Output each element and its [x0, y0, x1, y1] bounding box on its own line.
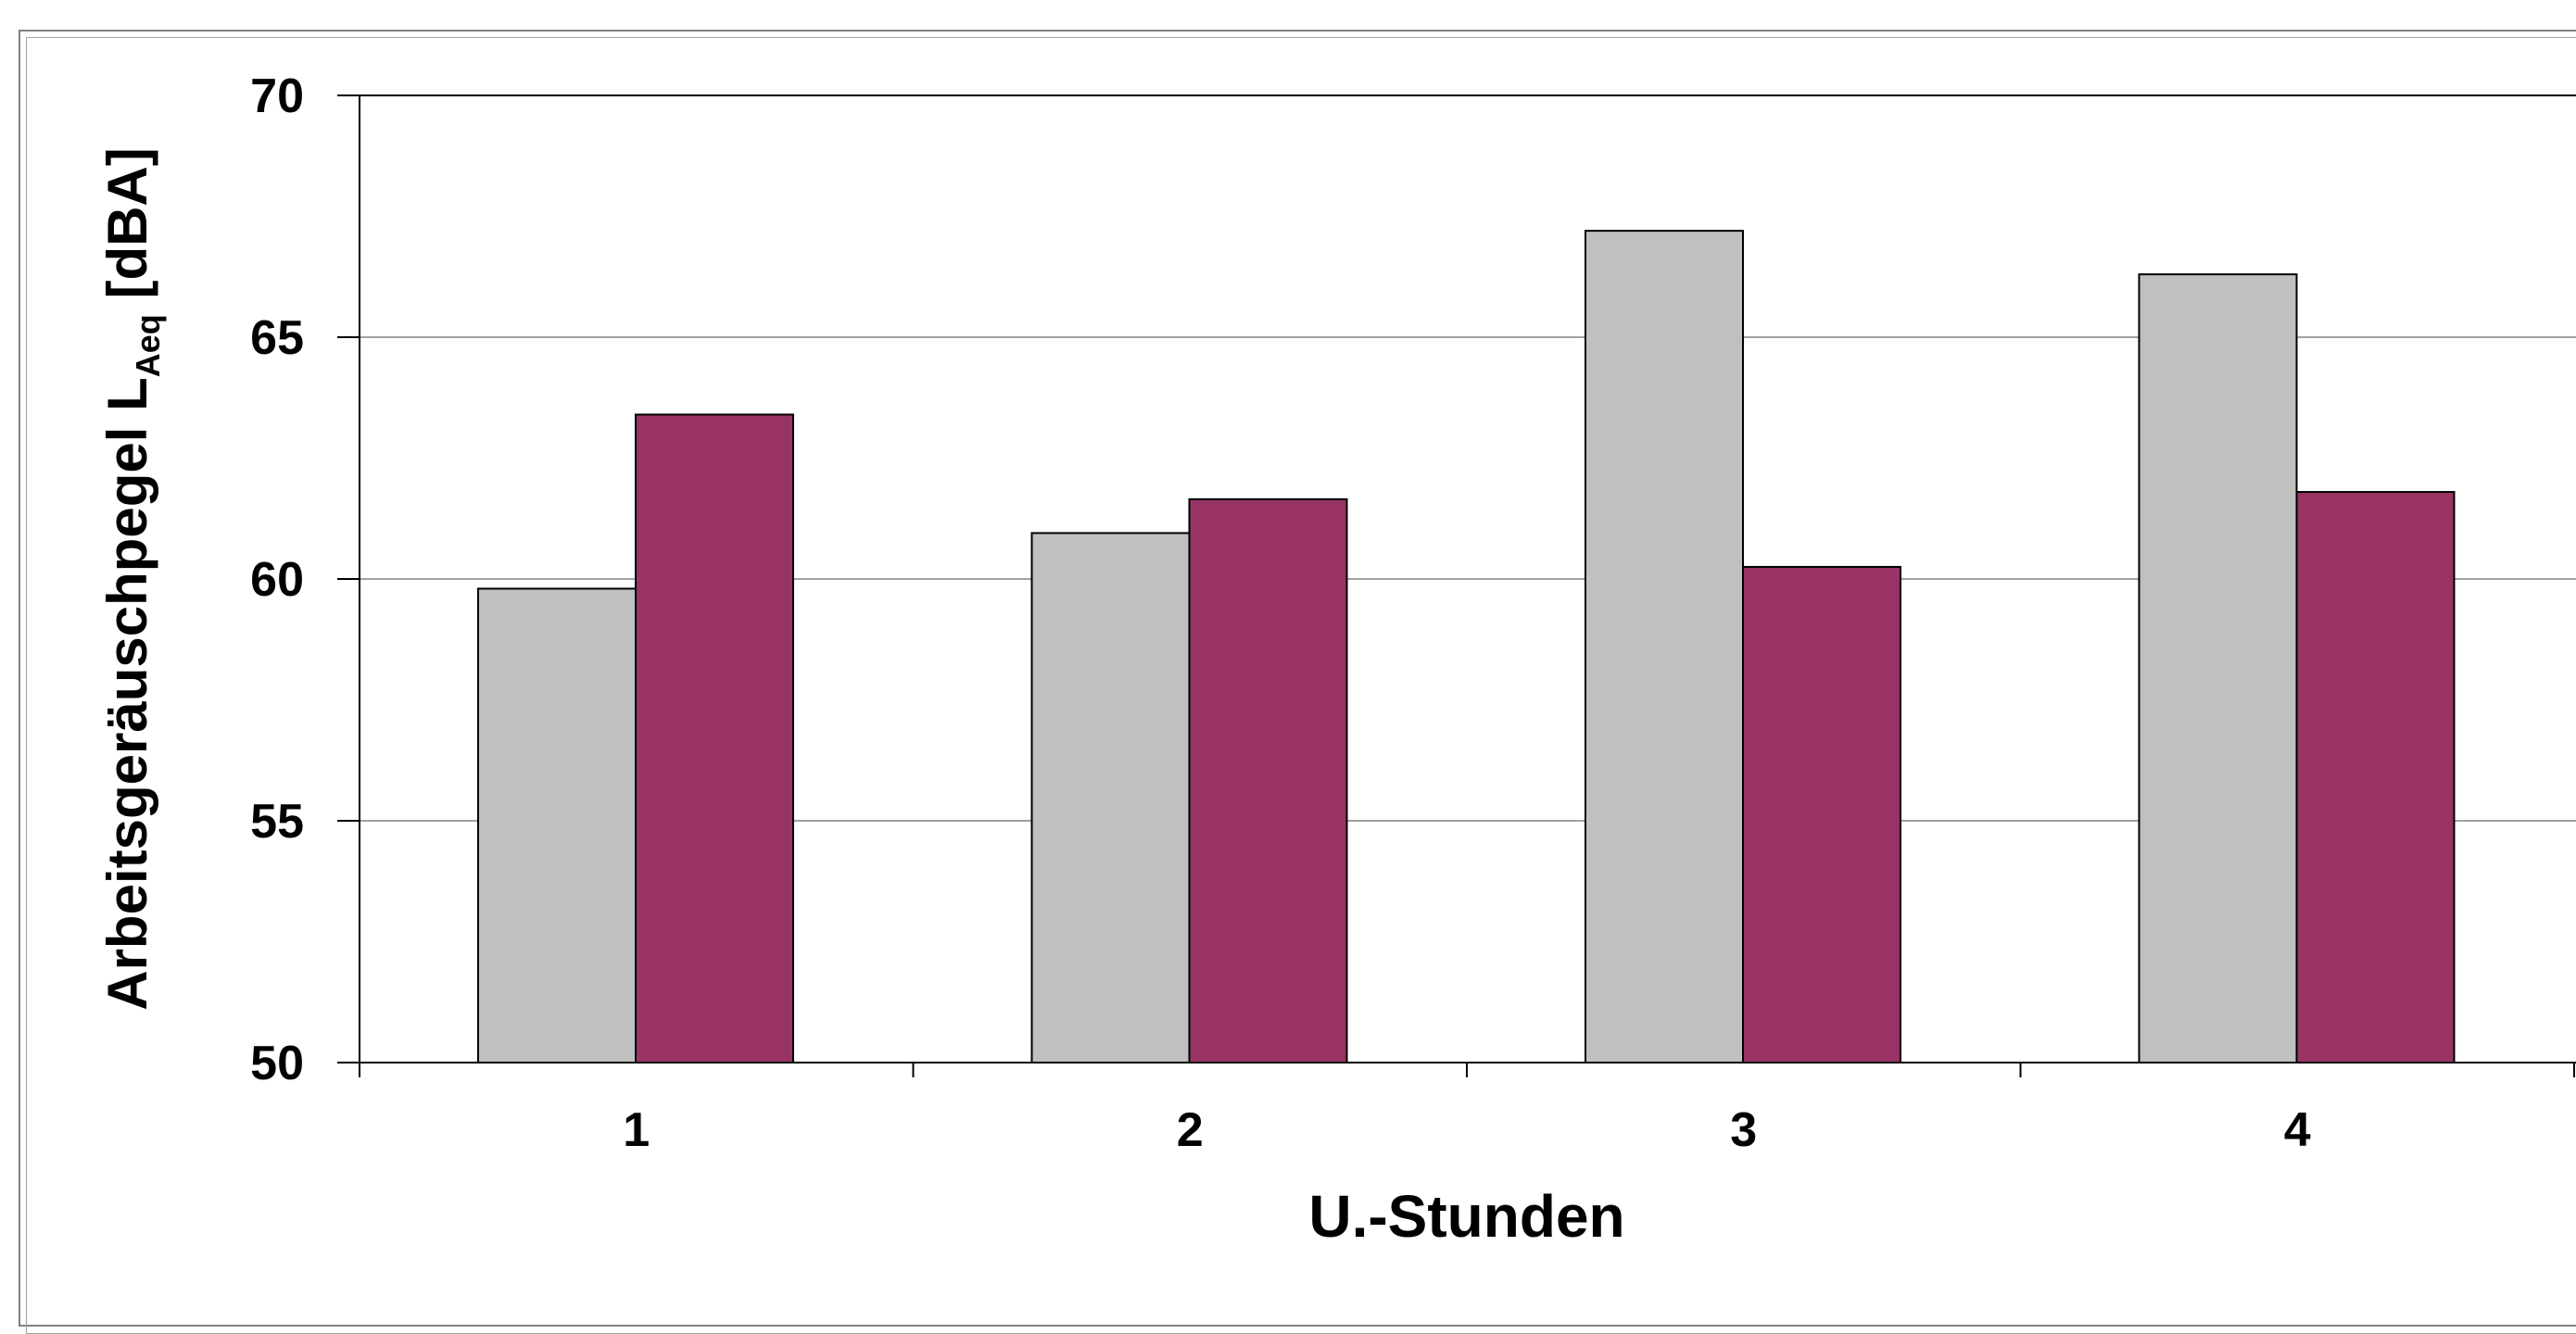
- y-axis-title: Arbeitsgeräuschpegel LAeq [dBA]: [96, 147, 167, 1011]
- bar-series1-cat3: [1585, 230, 1744, 1064]
- x-tick-label: 1: [623, 1103, 650, 1157]
- x-axis-title: U.-Stunden: [1308, 1183, 1624, 1250]
- x-tick-label: 4: [2284, 1103, 2311, 1157]
- bar-series2-cat4: [2295, 491, 2456, 1063]
- tick-labels: 50 55 60 65 70 1 2 3 4: [250, 69, 2311, 1157]
- y-tick-label: 65: [250, 311, 304, 365]
- y-axis-title-main: Arbeitsgeräuschpegel L: [96, 377, 158, 1011]
- y-tick-label: 55: [250, 795, 304, 849]
- y-tick-label: 50: [250, 1037, 304, 1090]
- bars: [477, 230, 2456, 1064]
- bar-series2-cat2: [1188, 497, 1348, 1063]
- bar-series1-cat4: [2138, 273, 2298, 1063]
- y-axis-title-unit: [dBA]: [96, 147, 158, 314]
- bar-series2-cat3: [1742, 565, 1901, 1063]
- axes: [337, 94, 2576, 1077]
- bar-series1-cat1: [477, 587, 637, 1063]
- bar-series2-cat1: [635, 413, 794, 1063]
- y-tick-label: 60: [250, 553, 304, 607]
- x-tick-label: 2: [1177, 1103, 1204, 1157]
- bar-series1-cat2: [1030, 532, 1191, 1063]
- bar-chart: 50 55 60 65 70 1 2 3 4 U.-Stunden Arbeitsgeräusc…: [96, 69, 2576, 1250]
- y-axis-title-subscript: Aeq: [129, 314, 167, 377]
- x-tick-label: 3: [1730, 1103, 1757, 1157]
- y-tick-label: 70: [250, 69, 304, 123]
